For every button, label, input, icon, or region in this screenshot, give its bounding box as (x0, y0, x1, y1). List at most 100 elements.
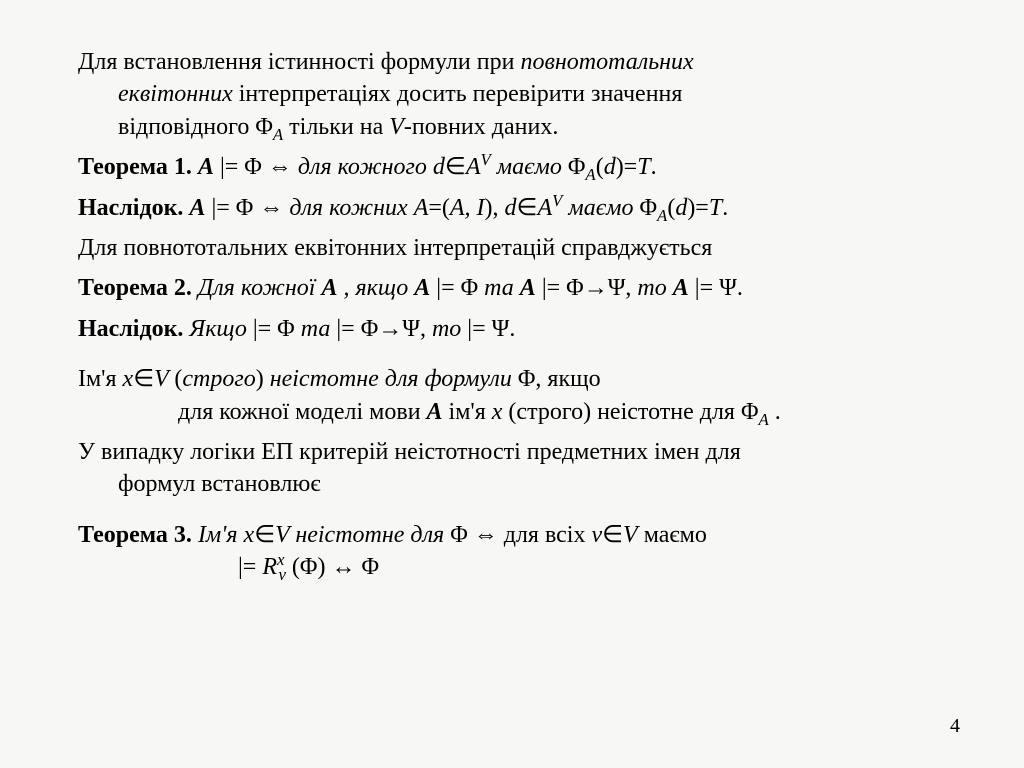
theorem-label: Теорема 2. (78, 275, 198, 301)
text-italic: V (389, 114, 404, 140)
corollary-1: Наслідок. A |= Φ ⇔ для кожних A=(A, I), … (78, 192, 960, 224)
subscript: A (657, 205, 667, 224)
math: ∈ (133, 366, 154, 392)
math: |= Φ ⇔ (214, 154, 298, 180)
math: маємо (562, 195, 633, 221)
math: A (520, 275, 536, 301)
math: |= Ψ. (689, 275, 743, 301)
math: A (321, 275, 337, 301)
slide-content: Для встановлення істинності формули при … (0, 0, 1024, 615)
text-italic: еквітонних (118, 81, 233, 107)
math: A (673, 275, 689, 301)
math: |= Ψ. (461, 316, 515, 342)
math: для кожних A (289, 195, 428, 221)
math: |= Φ ⇔ (205, 195, 289, 221)
text: . (769, 399, 781, 425)
math: Φ ⇔ для всіх (444, 522, 591, 548)
math: d (675, 195, 687, 221)
math: d (505, 195, 517, 221)
text: інтерпретаціях досить перевірити значенн… (233, 81, 683, 107)
math: ∈ (445, 154, 466, 180)
math: A (427, 399, 443, 425)
math: Φ (562, 154, 586, 180)
math: T (637, 154, 650, 180)
text: формул встановлює (78, 468, 960, 500)
math: =( (428, 195, 450, 221)
text: тільки на (283, 114, 389, 140)
paragraph-intro: Для встановлення істинності формули при … (78, 46, 960, 143)
math: ∈ (254, 522, 275, 548)
math: A (414, 275, 430, 301)
page-number: 4 (950, 715, 960, 738)
math: T (709, 195, 722, 221)
math: |= (238, 554, 262, 580)
theorem-3: Теорема 3. Ім'я x∈V неістотне для Φ ⇔ дл… (78, 519, 960, 584)
text-italic: строго (182, 366, 255, 392)
theorem-2: Теорема 2. Для кожної A , якщо A |= Φ та… (78, 272, 960, 304)
math: A (466, 154, 481, 180)
math: A (198, 154, 214, 180)
text: ім'я (443, 399, 492, 425)
math: та (301, 316, 331, 342)
math: )= (616, 154, 638, 180)
math: . (651, 154, 657, 180)
subscript: v (278, 565, 285, 584)
text: -повних даних. (404, 114, 558, 140)
math: ( (596, 154, 604, 180)
math: ), (485, 195, 505, 221)
subscript: A (273, 125, 283, 144)
math: Для кожної (198, 275, 322, 301)
theorem-label: Теорема 3. (78, 522, 198, 548)
math: A (189, 195, 205, 221)
text: Для встановлення істинності формули при (78, 49, 520, 75)
paragraph-2: Для повнототальних еквітонних інтерпрета… (78, 232, 960, 264)
text: для кожної моделі мови (178, 399, 427, 425)
math: Якщо (189, 316, 246, 342)
text: У випадку логіки ЕП критерій неістотност… (78, 439, 741, 465)
math: V неістотне для (275, 522, 444, 548)
math: d (604, 154, 616, 180)
text-italic: неістотне для формули (270, 366, 512, 392)
math: )= (687, 195, 709, 221)
math: |= Φ (430, 275, 484, 301)
math: та (484, 275, 520, 301)
corollary-label: Наслідок. (78, 195, 189, 221)
math: V (623, 522, 638, 548)
math: . (722, 195, 728, 221)
math: R (262, 554, 277, 580)
math: x (123, 366, 134, 392)
text: Ім'я (78, 366, 123, 392)
text-italic: повнототальних (520, 49, 693, 75)
subscript: A (585, 165, 595, 184)
subscript: A (759, 409, 769, 428)
math: v (591, 522, 602, 548)
math: ∈ (517, 195, 538, 221)
superscript: V (552, 191, 562, 210)
math: A (537, 195, 552, 221)
paragraph-name-def: Ім'я x∈V (строго) неістотне для формули … (78, 363, 960, 428)
math: то (432, 316, 461, 342)
text: відповідного Φ (118, 114, 273, 140)
math: |= Φ (247, 316, 301, 342)
math: Φ (634, 195, 658, 221)
math: для кожного d (298, 154, 445, 180)
math: V (154, 366, 174, 392)
corollary-label: Наслідок. (78, 316, 189, 342)
math: Ім'я x (198, 522, 254, 548)
theorem-1: Теорема 1. A |= Φ ⇔ для кожного d∈AV має… (78, 151, 960, 183)
theorem-label: Теорема 1. (78, 154, 198, 180)
math: маємо (491, 154, 562, 180)
math: ∈ (602, 522, 623, 548)
math: x (492, 399, 503, 425)
text: ) (256, 366, 270, 392)
text: Φ, якщо (512, 366, 601, 392)
math: |= Φ→Ψ, (330, 316, 432, 342)
math: , якщо (337, 275, 414, 301)
paragraph-ep-criterion: У випадку логіки ЕП критерій неістотност… (78, 436, 960, 501)
math: то (637, 275, 672, 301)
superscript: V (481, 150, 491, 169)
corollary-2: Наслідок. Якщо |= Φ та |= Φ→Ψ, то |= Ψ. (78, 313, 960, 345)
math: |= Φ→Ψ, (536, 275, 638, 301)
math: (Φ) ↔ Φ (286, 554, 379, 580)
math: A, I (450, 195, 485, 221)
